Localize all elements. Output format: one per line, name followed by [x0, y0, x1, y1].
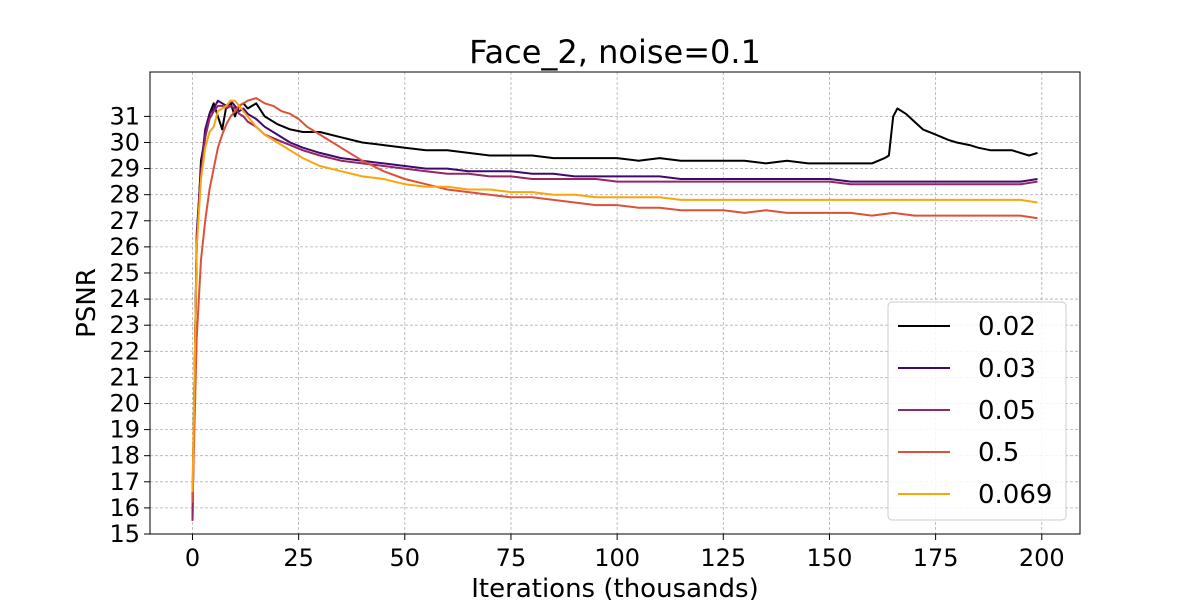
plot-frame: [149, 71, 1081, 535]
series-lines: [191, 97, 1038, 521]
y-tick-label: 16: [109, 494, 140, 522]
x-tick-label: 150: [807, 544, 853, 572]
y-tick-label: 28: [109, 181, 140, 209]
y-tick-label: 22: [109, 337, 140, 365]
y-tick-label: 30: [109, 128, 140, 156]
y-tick-label: 17: [109, 468, 140, 496]
x-tick-label: 50: [390, 544, 421, 572]
legend-entry: 0.03: [978, 354, 1036, 384]
y-tick-label: 20: [109, 389, 140, 417]
y-tick-label: 15: [109, 520, 140, 548]
y-tick-label: 23: [109, 311, 140, 339]
y-tick-label: 21: [109, 363, 140, 391]
legend-entry: 0.05: [978, 396, 1036, 426]
x-tick-label: 125: [700, 544, 746, 572]
chart-title: Face_2, noise=0.1: [469, 33, 761, 71]
x-tick-label: 100: [594, 544, 640, 572]
legend: 0.02 0.03 0.05 0.5 0.069: [887, 301, 1067, 521]
x-tick-label: 200: [1019, 544, 1065, 572]
series-line-0.5: [191, 97, 1038, 503]
x-tick-label: 25: [283, 544, 314, 572]
y-tick-label: 26: [109, 233, 140, 261]
series-line-0.05: [191, 104, 1038, 521]
legend-entry: 0.069: [978, 480, 1052, 510]
y-tick-label: 29: [109, 155, 140, 183]
x-tick-label: 175: [913, 544, 959, 572]
y-axis-label: PSNR: [72, 268, 102, 338]
x-axis-label: Iterations (thousands): [471, 574, 758, 600]
legend-entry: 0.5: [978, 438, 1019, 468]
y-tick-label: 25: [109, 259, 140, 287]
x-tick-label: 75: [496, 544, 527, 572]
y-tick-label: 18: [109, 442, 140, 470]
series-line-0.069: [191, 99, 1038, 493]
y-tick-label: 31: [109, 102, 140, 130]
legend-entry: 0.02: [978, 312, 1036, 342]
y-tick-label: 27: [109, 207, 140, 235]
y-tick-label: 24: [109, 285, 140, 313]
y-tick-label: 19: [109, 416, 140, 444]
legend-box: [887, 301, 1067, 521]
x-ticks: 0 25 50 75 100 125 150 175 200: [185, 534, 1065, 572]
x-tick-label: 0: [185, 544, 200, 572]
